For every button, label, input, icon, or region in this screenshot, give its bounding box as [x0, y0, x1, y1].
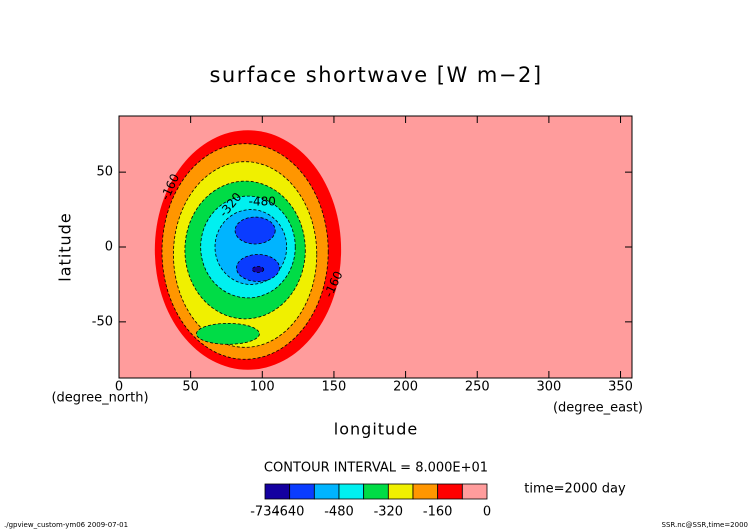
colorbar-label: -320 — [374, 505, 404, 520]
colorbar-label: 0 — [483, 505, 491, 520]
chart-title: surface shortwave [W m−2] — [209, 63, 542, 87]
colorbar-box — [363, 483, 389, 500]
contour-label: -480 — [249, 195, 276, 209]
x-tick-label: 350 — [608, 380, 633, 395]
y-axis-label: latitude — [56, 212, 75, 281]
y-unit: (degree_north) — [51, 391, 148, 406]
colorbar-label: -160 — [423, 505, 453, 520]
colorbar-box — [264, 483, 291, 500]
colorbar-box — [412, 483, 439, 500]
colorbar-label: -734 — [250, 505, 280, 520]
x-tick-label: 250 — [465, 380, 490, 395]
x-tick-label: 0 — [115, 380, 123, 395]
y-tick-label: -50 — [92, 314, 113, 329]
colorbar-label: -480 — [324, 505, 354, 520]
x-tick-label: 200 — [393, 380, 418, 395]
contour-region — [195, 322, 260, 345]
x-tick-label: 150 — [322, 380, 347, 395]
x-unit: (degree_east) — [553, 401, 643, 416]
footer-right: SSR.nc@SSR,time=2000 — [662, 521, 748, 529]
colorbar-box — [387, 483, 414, 500]
contour-region — [251, 266, 265, 273]
y-tick-label: 0 — [105, 240, 113, 255]
colorbar-box — [437, 483, 463, 500]
x-axis-label: longitude — [334, 420, 418, 439]
y-tick-label: 50 — [96, 165, 113, 180]
colorbar-box — [338, 483, 365, 500]
x-tick-label: 50 — [182, 380, 199, 395]
colorbar-label: -640 — [275, 505, 305, 520]
time-note: time=2000 day — [524, 482, 626, 497]
interval-note: CONTOUR INTERVAL = 8.000E+01 — [264, 461, 488, 476]
colorbar-box — [289, 483, 315, 500]
x-tick-label: 100 — [250, 380, 275, 395]
x-tick-label: 300 — [536, 380, 561, 395]
contour-region — [234, 216, 276, 245]
colorbar-box — [313, 483, 340, 500]
colorbar-box — [461, 483, 488, 500]
footer-left: ./gpview_custom-ym06 2009-07-01 — [4, 521, 128, 529]
